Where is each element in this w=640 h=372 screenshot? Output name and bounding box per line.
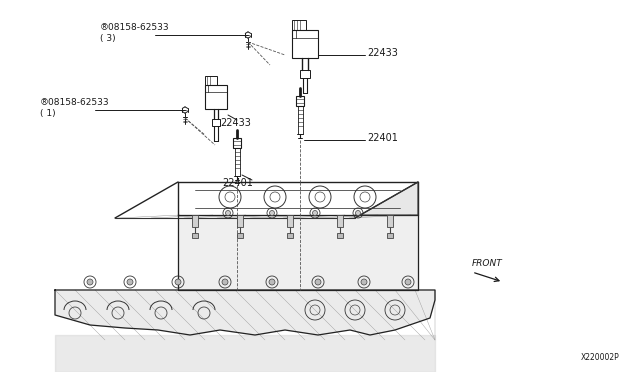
Circle shape [87,279,93,285]
Bar [387,215,393,227]
Bar [237,215,243,227]
Circle shape [315,279,321,285]
Bar [292,20,306,30]
Circle shape [269,211,275,215]
Text: ®08158-62533
( 1): ®08158-62533 ( 1) [40,98,109,118]
Bar [337,215,343,227]
Circle shape [405,279,411,285]
Circle shape [361,279,367,285]
Polygon shape [55,335,435,372]
Text: 22401: 22401 [222,178,253,188]
Text: 22433: 22433 [220,118,251,128]
Circle shape [269,279,275,285]
Circle shape [127,279,133,285]
Circle shape [225,211,230,215]
Polygon shape [178,215,418,290]
Circle shape [355,211,360,215]
Bar [192,215,198,227]
Bar [300,70,310,78]
Text: X220002P: X220002P [581,353,620,362]
Bar [237,233,243,238]
Text: 22433: 22433 [367,48,398,58]
Bar [292,30,318,58]
Text: FRONT: FRONT [472,259,503,268]
Bar [205,76,217,85]
Bar [296,96,304,106]
Text: ®08158-62533
( 3): ®08158-62533 ( 3) [100,23,170,43]
Bar [212,119,220,126]
Bar [287,233,293,238]
Polygon shape [55,290,435,335]
Bar [233,138,241,148]
Circle shape [222,279,228,285]
Bar [205,85,227,109]
Bar [192,233,198,238]
Bar [287,215,293,227]
Bar [337,233,343,238]
Polygon shape [355,182,418,218]
Bar [387,233,393,238]
Circle shape [312,211,317,215]
Circle shape [175,279,181,285]
Text: 22401: 22401 [367,133,398,143]
